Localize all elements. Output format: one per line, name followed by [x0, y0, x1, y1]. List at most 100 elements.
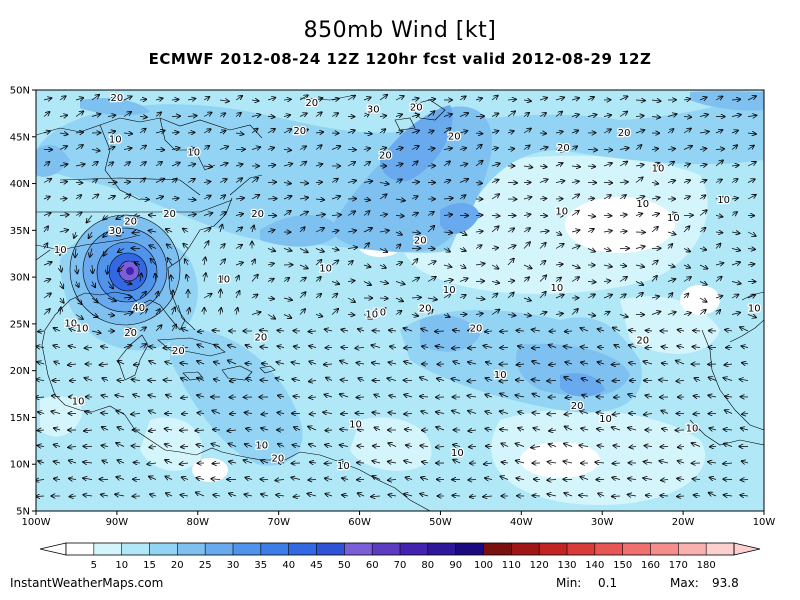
wind-arrow [629, 345, 637, 348]
wind-arrow [404, 414, 413, 415]
wind-arrow [651, 312, 660, 315]
wind-arrow [547, 381, 557, 382]
wind-arrow [90, 248, 92, 257]
wind-arrow [677, 478, 685, 479]
wind-arrow [532, 348, 541, 349]
wind-arrow [363, 265, 370, 267]
wind-arrow [203, 97, 209, 100]
wind-arrow [315, 214, 325, 215]
lat-tick-label: 15N [10, 413, 30, 424]
wind-arrow [203, 129, 211, 133]
wind-arrow [107, 264, 108, 274]
wind-arrow [693, 331, 701, 332]
wind-arrow [91, 331, 101, 333]
contour-label: 20 [124, 328, 137, 339]
wind-arrow [436, 412, 445, 414]
wind-arrow [443, 294, 451, 299]
wind-arrow [69, 346, 77, 348]
wind-arrow [229, 493, 237, 496]
legend-tick-label: 45 [310, 560, 323, 571]
wind-arrow [421, 478, 429, 480]
wind-arrow [260, 330, 269, 331]
wind-arrow [731, 198, 738, 199]
wind-arrow [612, 427, 621, 430]
wind-arrow [436, 427, 445, 430]
wind-arrow [470, 496, 477, 497]
hurricane-isaac [69, 214, 181, 326]
wind-arrow [156, 292, 158, 299]
wind-arrow [299, 248, 308, 253]
wind-arrow [171, 116, 180, 117]
wind-arrow [235, 227, 242, 233]
wind-arrow [165, 460, 173, 463]
wind-arrow [694, 414, 701, 415]
wind-arrow [104, 248, 109, 256]
wind-arrow [683, 313, 691, 315]
legend-tick-label: 25 [199, 560, 212, 571]
wind-arrow [54, 445, 61, 447]
wind-arrow [212, 411, 221, 414]
wind-arrow [468, 348, 477, 349]
wind-arrow [411, 161, 418, 167]
wind-arrow [587, 315, 595, 316]
wind-arrow [427, 298, 437, 300]
wind-arrow [373, 446, 381, 447]
wind-arrow [532, 380, 541, 381]
wind-arrow [635, 214, 642, 216]
wind-arrow [310, 462, 317, 463]
wind-arrow [251, 115, 260, 117]
wind-arrow [203, 294, 212, 299]
wind-arrow [523, 277, 529, 281]
wind-arrow [186, 275, 188, 282]
wind-arrow [123, 182, 130, 183]
wind-arrow [75, 98, 83, 100]
wind-arrow [459, 131, 467, 133]
wind-arrow [91, 95, 99, 101]
wind-arrow [539, 275, 546, 282]
contour-label: 10 [555, 206, 568, 217]
wind-arrow [523, 129, 531, 134]
wind-arrow [587, 294, 595, 298]
wind-arrow [347, 211, 355, 216]
wind-arrow [555, 264, 563, 265]
wind-arrow [299, 146, 306, 149]
wind-arrow [518, 346, 525, 348]
site-credit: InstantWeatherMaps.com [10, 576, 164, 590]
wind-arrow [459, 195, 465, 199]
wind-arrow [91, 195, 98, 200]
wind-arrow [347, 281, 355, 282]
wind-arrow [420, 396, 429, 397]
wind-arrow [214, 345, 221, 348]
wind-arrow [101, 413, 109, 414]
legend-swatch [706, 543, 735, 555]
wind-arrow [741, 480, 749, 481]
wind-arrow [597, 429, 605, 430]
wind-arrow [395, 164, 403, 166]
wind-arrow [107, 99, 115, 100]
wind-arrow [139, 327, 146, 331]
wind-arrow [219, 163, 228, 166]
wind-arrow [731, 130, 738, 133]
wind-arrow [571, 98, 579, 100]
wind-arrow [315, 199, 324, 200]
wind-arrow [651, 296, 659, 298]
legend-swatch [622, 543, 651, 555]
wind-arrow [116, 477, 125, 480]
wind-arrow [38, 331, 45, 332]
wind-arrow [613, 463, 621, 464]
lat-tick-label: 40N [10, 179, 30, 190]
wind-arrow [85, 412, 93, 414]
wind-arrow [172, 291, 173, 299]
wind-arrow [635, 282, 643, 286]
wind-arrow [587, 150, 597, 151]
wind-arrow [628, 394, 637, 397]
wind-arrow [267, 314, 275, 319]
wind-arrow [203, 241, 209, 249]
contour-label: 20 [636, 336, 649, 347]
wind-arrow [395, 311, 401, 315]
contour-label: 10 [551, 283, 564, 294]
wind-arrow [389, 495, 397, 496]
wind-arrow [452, 411, 461, 414]
wind-arrow [181, 397, 189, 398]
wind-arrow [299, 265, 308, 268]
